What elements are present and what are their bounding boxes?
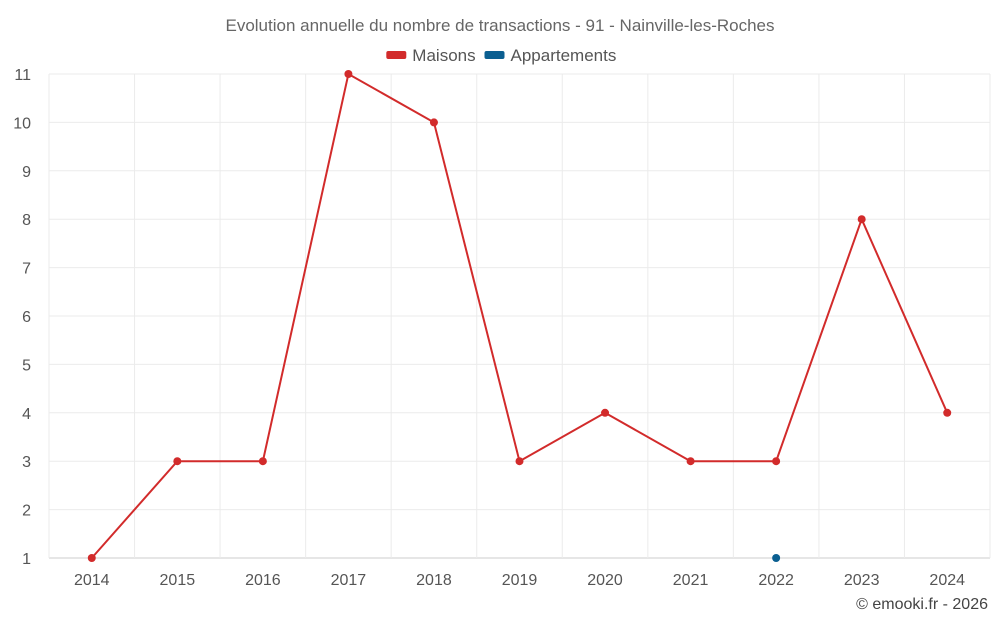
y-tick-label: 1	[22, 551, 31, 568]
x-axis: 2014 2015 2016 2017 2018 2019 2020 2021 2022 2023…	[74, 572, 965, 589]
y-tick-label: 9	[22, 164, 31, 181]
data-point-maisons-2018[interactable]	[429, 118, 438, 127]
data-point-maisons-2015[interactable]	[173, 457, 182, 466]
data-point-appartements-2022[interactable]	[772, 554, 781, 562]
series-layer	[87, 70, 952, 562]
y-tick-label: 8	[22, 212, 31, 229]
x-tick-label: 2017	[331, 572, 367, 589]
credit: © emooki.fr - 2026	[856, 596, 988, 613]
legend[interactable]: Maisons Appartements	[386, 46, 616, 65]
y-tick-label: 11	[14, 67, 31, 84]
data-point-maisons-2022[interactable]	[772, 457, 781, 466]
data-point-maisons-2014[interactable]	[87, 554, 96, 562]
x-tick-label: 2024	[929, 572, 965, 589]
legend-swatch-appartements	[484, 51, 505, 59]
data-point-maisons-2019[interactable]	[515, 457, 524, 466]
legend-label-maisons: Maisons	[412, 46, 475, 65]
data-point-maisons-2023[interactable]	[857, 215, 866, 224]
y-tick-label: 6	[22, 309, 31, 326]
x-tick-label: 2020	[587, 572, 623, 589]
y-tick-label: 5	[22, 357, 31, 374]
y-tick-label: 10	[13, 115, 31, 132]
chart-title: Evolution annuelle du nombre de transact…	[225, 16, 774, 35]
data-point-maisons-2017[interactable]	[344, 70, 353, 78]
legend-item-maisons[interactable]: Maisons	[386, 46, 476, 65]
y-tick-label: 2	[22, 503, 31, 520]
x-tick-label: 2014	[74, 572, 110, 589]
y-tick-label: 7	[22, 261, 31, 278]
legend-swatch-maisons	[386, 51, 407, 59]
data-point-maisons-2016[interactable]	[258, 457, 267, 466]
y-tick-label: 4	[22, 406, 31, 423]
x-tick-label: 2018	[416, 572, 452, 589]
data-point-maisons-2020[interactable]	[601, 408, 610, 417]
x-tick-label: 2019	[502, 572, 538, 589]
y-axis: 1 2 3 4 5 6 7 8 9 10 11	[13, 67, 31, 568]
data-point-maisons-2024[interactable]	[943, 408, 952, 417]
x-tick-label: 2023	[844, 572, 880, 589]
data-point-maisons-2021[interactable]	[686, 457, 695, 466]
legend-label-appartements: Appartements	[511, 46, 617, 65]
x-tick-label: 2021	[673, 572, 709, 589]
x-tick-label: 2016	[245, 572, 281, 589]
grid	[48, 73, 991, 559]
legend-item-appartements[interactable]: Appartements	[484, 46, 617, 65]
x-tick-label: 2015	[160, 572, 196, 589]
y-tick-label: 3	[22, 454, 31, 471]
x-tick-label: 2022	[758, 572, 794, 589]
